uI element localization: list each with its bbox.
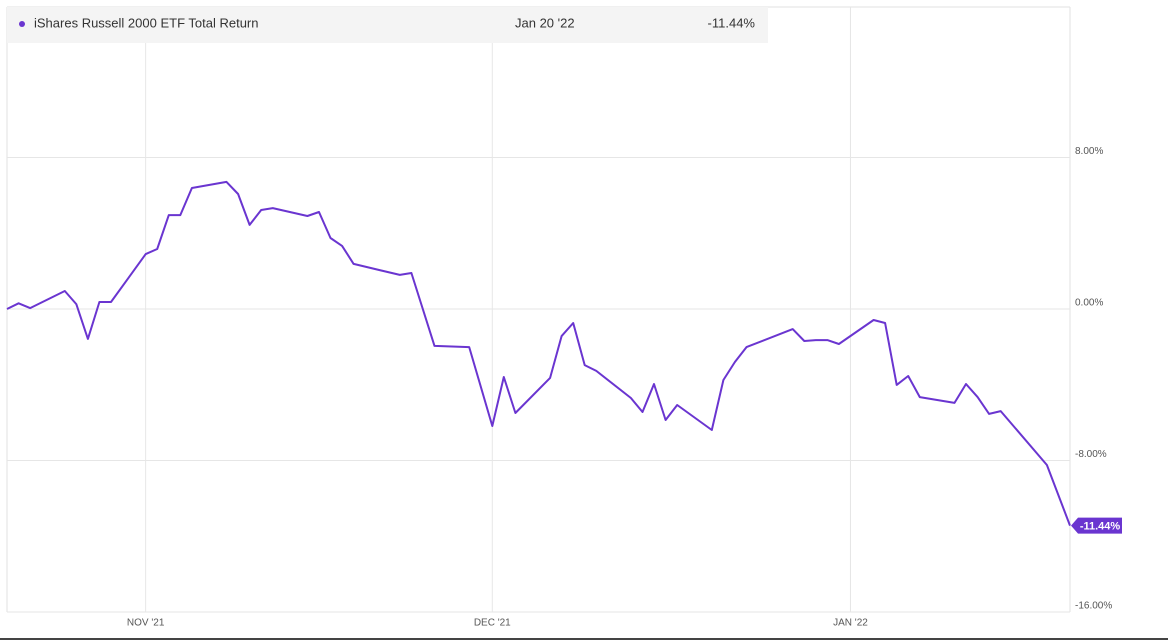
grid: 8.00% 0.00% -8.00% -16.00% NOV '21 DEC '21 JAN…	[7, 7, 1112, 629]
legend-name: iShares Russell 2000 ETF Total Return	[34, 15, 258, 30]
legend-value: -11.44%	[708, 15, 756, 30]
x-tick-label: DEC '21	[474, 618, 511, 629]
end-label-text: -11.44%	[1080, 521, 1121, 533]
x-tick-label: JAN '22	[833, 618, 868, 629]
y-tick-label: 0.00%	[1075, 298, 1103, 309]
end-label-tag	[1071, 517, 1122, 534]
plot: -11.44%	[6, 180, 1122, 534]
legend-box	[7, 7, 768, 43]
x-tick-label: NOV '21	[127, 618, 165, 629]
legend-dot	[19, 21, 25, 27]
end-label: -11.44%	[1071, 517, 1122, 534]
line-series	[6, 180, 1071, 526]
y-tick-label: 8.00%	[1075, 146, 1103, 157]
y-tick-label: -8.00%	[1075, 449, 1107, 460]
legend-date: Jan 20 '22	[515, 15, 575, 30]
y-tick-label: -16.00%	[1075, 601, 1112, 612]
